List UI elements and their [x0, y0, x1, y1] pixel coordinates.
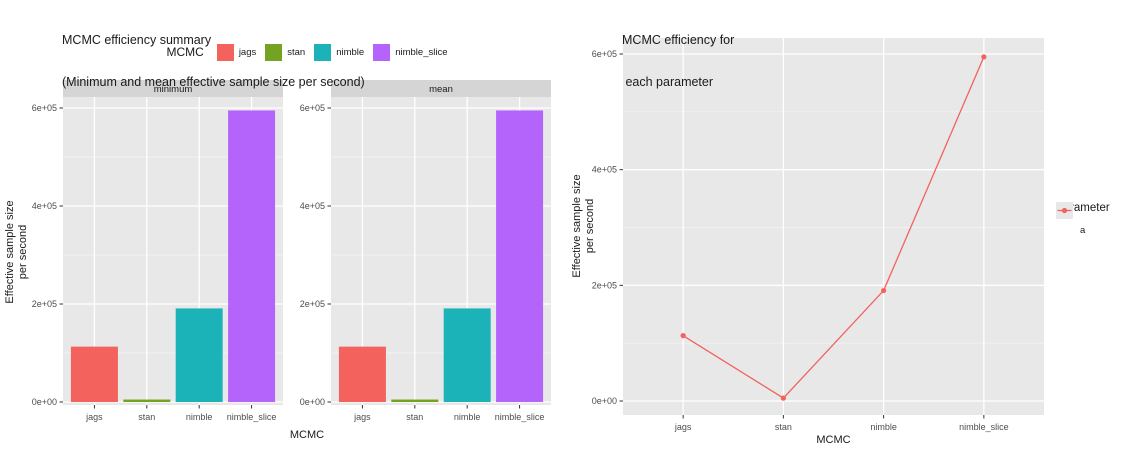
y-tick-label: 2e+05 [32, 299, 57, 309]
panel-background [623, 38, 1044, 415]
x-tick-label: stan [406, 412, 423, 422]
x-tick-label: nimble [186, 412, 213, 422]
facet-mean: mean 0e+00 2e+05 4e+05 6e+05 jags stan nimble ni… [300, 80, 551, 422]
x-tick-label: stan [138, 412, 155, 422]
legend-swatch-nimble_slice [373, 43, 391, 61]
right-y-axis-title-line1: Effective sample size [571, 174, 583, 278]
parameter-legend-key-icon [1056, 202, 1073, 239]
bar-minimum-jags [70, 346, 118, 402]
facet-strip-label: minimum [154, 84, 193, 95]
mcmc-legend-title: MCMC [166, 45, 204, 59]
y-tick-label: 4e+05 [592, 165, 617, 175]
x-tick-label: nimble_slice [959, 422, 1009, 432]
y-tick-label: 4e+05 [32, 201, 57, 211]
bar-minimum-stan [123, 399, 171, 402]
left-x-axis-title: MCMC [290, 429, 324, 441]
x-tick-label: nimble_slice [227, 412, 277, 422]
x-tick-label: jags [674, 422, 692, 432]
left-chart-title-line2: (Minimum and mean effective sample size … [62, 75, 365, 89]
legend-item-jags: jags [216, 43, 257, 61]
x-tick-label: nimble_slice [495, 412, 545, 422]
legend-swatch-nimble [314, 43, 332, 61]
y-tick-label: 6e+05 [300, 103, 325, 113]
parameter-legend-item-a: a [1056, 202, 1110, 239]
left-y-axis-title-line1: Effective sample size [4, 200, 16, 304]
line-series-a [682, 56, 985, 399]
legend-swatch-jags [216, 43, 234, 61]
right-chart-title: MCMC efficiency for each parameter [622, 5, 734, 117]
bar-mean-jags [338, 346, 386, 402]
y-tick-label: 6e+05 [592, 49, 617, 59]
y-tick-label: 0e+00 [32, 397, 57, 407]
bar-mean-stan [391, 399, 439, 402]
legend-item-nimble_slice: nimble_slice [373, 43, 448, 61]
legend-label-jags: jags [238, 46, 257, 58]
right-y-axis-title-line2: per second [584, 198, 596, 254]
bar-mean-nimble [443, 308, 491, 402]
parameter-legend-key-label: a [1080, 225, 1086, 236]
point-a-nimble_slice [981, 54, 987, 60]
left-chart-title-line1: MCMC efficiency summary [62, 33, 212, 47]
right-x-axis-title: MCMC [816, 434, 850, 446]
y-tick-label: 2e+05 [592, 280, 617, 290]
facet-strip-label: mean [429, 84, 453, 95]
legend-item-stan: stan [265, 43, 306, 61]
x-tick-label: stan [775, 422, 792, 432]
point-a-jags [680, 333, 686, 339]
y-tick-label: 0e+00 [300, 397, 325, 407]
x-tick-label: nimble [870, 422, 897, 432]
bar-minimum-nimble [175, 308, 223, 402]
y-tick-label: 0e+00 [592, 396, 617, 406]
mcmc-legend: MCMC jags stan nimble nimble_slice [63, 42, 551, 62]
legend-label-nimble_slice: nimble_slice [395, 46, 448, 58]
left-chart-title: MCMC efficiency summary (Minimum and mea… [62, 5, 365, 117]
legend-label-stan: stan [287, 46, 306, 58]
right-y-axis-title: Effective sample size per second [571, 116, 597, 336]
facet-minimum: minimum 0e+00 2e+05 4e+05 6e+05 jags stan nimbl… [32, 80, 283, 422]
x-tick-label: jags [353, 412, 371, 422]
parameter-key-svg [1056, 202, 1073, 219]
bar-mean-nimble_slice [496, 110, 544, 402]
facet-strip-mean [331, 80, 551, 97]
point-a-stan [780, 395, 786, 401]
y-tick-label: 2e+05 [300, 299, 325, 309]
parameter-legend: Parameter a [1056, 202, 1110, 239]
right-chart-title-line1: MCMC efficiency for [622, 33, 735, 47]
left-y-axis-title-line2: per second [17, 224, 29, 280]
left-y-axis-title: Effective sample size per second [4, 142, 30, 362]
key-point [1061, 207, 1068, 214]
legend-label-nimble: nimble [336, 46, 365, 58]
point-a-nimble [881, 287, 887, 294]
y-tick-label: 6e+05 [32, 103, 57, 113]
legend-item-nimble: nimble [314, 43, 365, 61]
right-chart-title-line2: each parameter [622, 75, 714, 89]
legend-swatch-stan [265, 43, 283, 61]
line-chart-panel: 0e+00 2e+05 4e+05 6e+05 jags stan nimble nimble… [592, 38, 1044, 432]
x-tick-label: jags [85, 412, 103, 422]
x-tick-label: nimble [454, 412, 481, 422]
y-tick-label: 4e+05 [300, 201, 325, 211]
facet-strip-minimum [63, 80, 283, 97]
bar-minimum-nimble_slice [228, 110, 276, 402]
